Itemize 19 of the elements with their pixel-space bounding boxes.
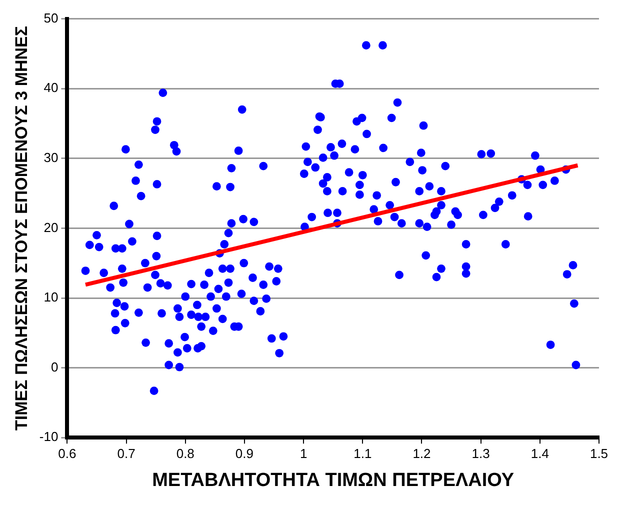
x-tick-label: 1.5 xyxy=(590,446,608,461)
x-tick-label: 1.4 xyxy=(530,446,549,461)
x-tick-label: 1.1 xyxy=(354,446,372,461)
x-tick-label: 1 xyxy=(300,446,308,461)
y-tick-label: 30 xyxy=(44,150,58,165)
x-tick-label: 0.8 xyxy=(176,446,194,461)
y-axis-title: ΤΙΜΕΣ ΠΩΛΗΣΕΩΝ ΣΤΟΥΣ ΕΠΟΜΕΝΟΥΣ 3 ΜΗΝΕΣ xyxy=(12,26,31,430)
x-tick-label: 0.7 xyxy=(117,446,136,461)
y-tick-label: 40 xyxy=(44,80,58,96)
x-tick-label: 0.9 xyxy=(235,446,254,461)
x-axis-title: ΜΕΤΑΒΛΗΤΟΤΗΤΑ ΤΙΜΩΝ ΠΕΤΡΕΛΑΙΟΥ xyxy=(152,470,514,491)
x-tick-label: 0.6 xyxy=(58,446,76,461)
y-tick-label: 10 xyxy=(44,290,58,305)
y-tick-label: -10 xyxy=(39,429,58,444)
x-tick-label: 1.2 xyxy=(412,446,431,461)
y-tick-label: 50 xyxy=(44,10,58,26)
x-tick-label: 1.3 xyxy=(472,446,490,461)
y-tick-label: 0 xyxy=(50,359,58,374)
y-tick-label: 20 xyxy=(44,220,58,235)
